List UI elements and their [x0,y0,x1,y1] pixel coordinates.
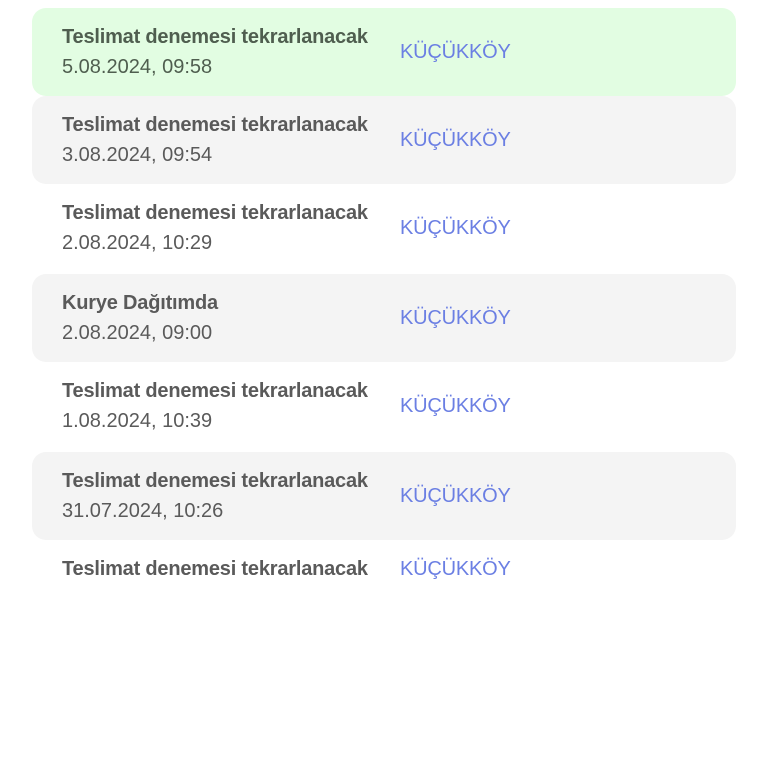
event-status: Teslimat denemesi tekrarlanacak [62,470,368,492]
event-location: KÜÇÜKKÖY [400,128,511,151]
event-datetime: 5.08.2024, 09:58 [62,56,213,78]
event-status: Teslimat denemesi tekrarlanacak [62,26,368,48]
tracking-event-row: Teslimat denemesi tekrarlanacak KÜÇÜKKÖY [32,540,736,598]
event-datetime: 3.08.2024, 09:54 [62,144,213,166]
event-location: KÜÇÜKKÖY [400,394,511,417]
event-info: Kurye Dağıtımda 2.08.2024, 09:00 [62,288,400,348]
tracking-event-row: Teslimat denemesi tekrarlanacak 1.08.2024… [32,362,736,450]
event-status: Kurye Dağıtımda [62,292,218,314]
event-info: Teslimat denemesi tekrarlanacak 3.08.2024… [62,110,400,170]
tracking-event-row: Teslimat denemesi tekrarlanacak 2.08.2024… [32,184,736,272]
event-location: KÜÇÜKKÖY [400,216,511,239]
tracking-event-row: Kurye Dağıtımda 2.08.2024, 09:00 KÜÇÜKKÖY [32,274,736,362]
tracking-event-row: Teslimat denemesi tekrarlanacak 5.08.2024… [32,8,736,96]
event-info: Teslimat denemesi tekrarlanacak 2.08.2024… [62,198,400,258]
event-location: KÜÇÜKKÖY [400,306,511,329]
tracking-event-row: Teslimat denemesi tekrarlanacak 31.07.202… [32,452,736,540]
event-datetime: 2.08.2024, 10:29 [62,232,213,254]
event-status: Teslimat denemesi tekrarlanacak [62,114,368,136]
tracking-history-list: Teslimat denemesi tekrarlanacak 5.08.2024… [32,8,736,598]
event-info: Teslimat denemesi tekrarlanacak 5.08.2024… [62,22,400,82]
event-location: KÜÇÜKKÖY [400,484,511,507]
event-status: Teslimat denemesi tekrarlanacak [62,202,368,224]
tracking-event-row: Teslimat denemesi tekrarlanacak 3.08.2024… [32,96,736,184]
event-location: KÜÇÜKKÖY [400,557,511,580]
event-datetime: 2.08.2024, 09:00 [62,322,213,344]
event-info: Teslimat denemesi tekrarlanacak 1.08.2024… [62,376,400,436]
event-info: Teslimat denemesi tekrarlanacak 31.07.202… [62,466,400,526]
event-datetime: 1.08.2024, 10:39 [62,410,213,432]
event-location: KÜÇÜKKÖY [400,40,511,63]
event-datetime: 31.07.2024, 10:26 [62,500,224,522]
event-info: Teslimat denemesi tekrarlanacak [62,554,400,584]
event-status: Teslimat denemesi tekrarlanacak [62,558,368,580]
event-status: Teslimat denemesi tekrarlanacak [62,380,368,402]
